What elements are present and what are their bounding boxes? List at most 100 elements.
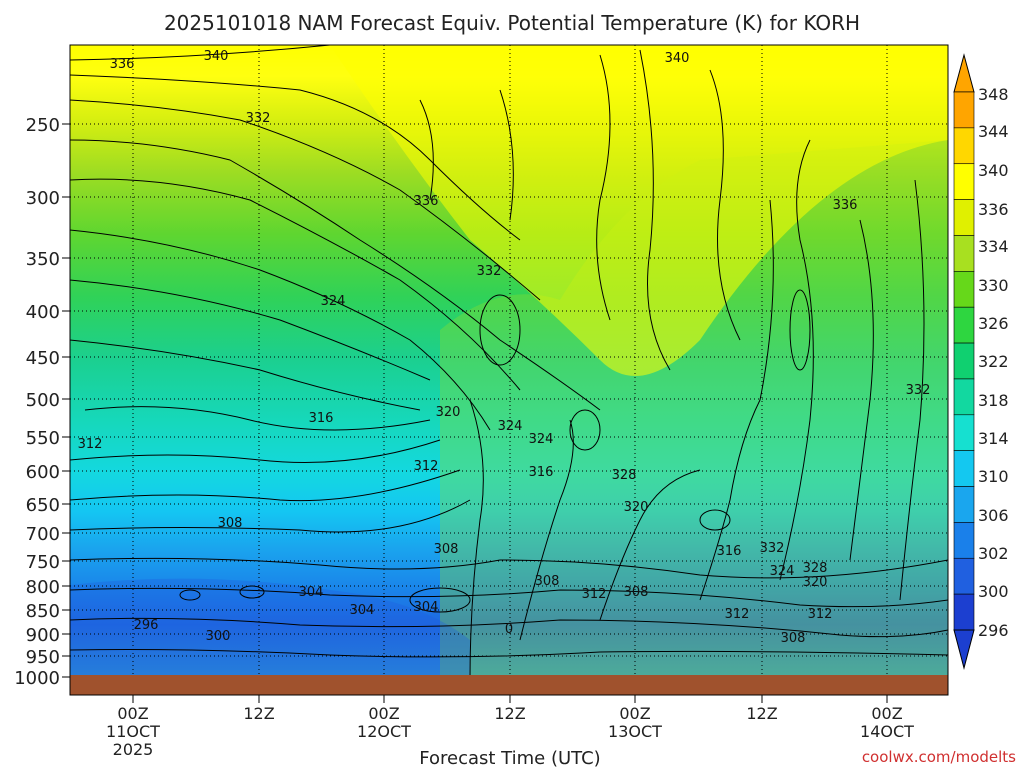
contour-label: 312: [78, 437, 103, 452]
x-tick-year: 2025: [113, 740, 154, 759]
contour-label: 324: [321, 294, 346, 309]
contour-label: 340: [665, 51, 690, 66]
contour-line: [599, 469, 701, 621]
colorbar-label: 296: [978, 621, 1009, 640]
colorbar-segment: [953, 235, 975, 272]
contour-label: 320: [436, 405, 461, 420]
contour-line: [479, 294, 521, 366]
contour-label: 308: [434, 542, 459, 557]
contour-line: [709, 69, 741, 341]
contour-label: 0: [505, 622, 513, 637]
colorbar-label: 300: [978, 582, 1009, 601]
contour-label: 308: [535, 574, 560, 589]
contour-line: [84, 406, 431, 431]
contour-line: [779, 139, 814, 581]
colorbar-label: 322: [978, 352, 1009, 371]
contour-label: 312: [582, 587, 607, 602]
y-tick-label: 700: [26, 524, 60, 545]
colorbar-bottom-arrow: [953, 629, 975, 670]
y-tick-label: 400: [26, 302, 60, 323]
contour-label: 340: [204, 49, 229, 64]
colorbar-segment: [953, 127, 975, 165]
contour-label: 312: [414, 459, 439, 474]
upper-yellow-region: [330, 45, 948, 376]
contour-label: 304: [414, 600, 439, 615]
contour-label: 332: [906, 383, 931, 398]
colorbar-label: 314: [978, 429, 1009, 448]
y-tick-label: 450: [26, 348, 60, 369]
colorbar-label: 302: [978, 544, 1009, 563]
warm-moist-region: [440, 140, 948, 675]
contour-line: [849, 219, 874, 561]
colorbar-top-arrow: [953, 53, 975, 93]
colorbar-segment: [953, 342, 975, 380]
contour-line: [569, 409, 601, 451]
colorbar: 348 344 340 336 334 330 326 322 318 314 310 306 302 3…: [953, 53, 1009, 670]
contour-line: [70, 649, 948, 658]
contour-line: [639, 49, 671, 371]
contour-line: [789, 289, 811, 371]
contour-line: [519, 419, 574, 641]
colorbar-label: 340: [978, 161, 1009, 180]
contour-line: [70, 45, 331, 61]
contour-line: [70, 99, 541, 301]
colorbar-label: 326: [978, 314, 1009, 333]
colorbar-segment: [953, 450, 975, 487]
colorbar-segment: [953, 593, 975, 631]
contour-lines: [70, 45, 948, 681]
x-tick-date: 13OCT: [608, 722, 662, 741]
y-tick-label: 300: [26, 188, 60, 209]
colorbar-segment: [953, 306, 975, 344]
contour-label: 312: [725, 607, 750, 622]
contour-line: [179, 589, 201, 601]
contour-labels: 340 336 340 332 336 336 332 324 332 316 320 324 324 3…: [78, 49, 931, 646]
contour-label: 324: [498, 419, 523, 434]
colorbar-label: 330: [978, 276, 1009, 295]
y-tick-label: 500: [26, 390, 60, 411]
colorbar-segment: [953, 557, 975, 595]
colorbar-segment: [953, 522, 975, 559]
contour-line: [899, 179, 925, 601]
colorbar-segment: [953, 486, 975, 523]
contour-label: 328: [612, 468, 637, 483]
contour-line: [409, 587, 471, 613]
contour-line: [469, 399, 484, 681]
plot-area: 340 336 340 332 336 336 332 324 332 316 320 324 324 3…: [70, 45, 948, 695]
contour-label: 312: [808, 607, 833, 622]
colorbar-segment: [953, 378, 975, 416]
contour-line: [70, 617, 948, 638]
chart-title: 2025101018 NAM Forecast Equiv. Potential…: [164, 11, 860, 35]
colorbar-label: 306: [978, 506, 1009, 525]
contour-label: 336: [833, 198, 858, 213]
credit-text: coolwx.com/modelts: [862, 748, 1016, 766]
x-tick-hour: 00Z: [117, 704, 148, 723]
contour-label: 332: [246, 111, 271, 126]
contour-label: 308: [218, 516, 243, 531]
colorbar-segment: [953, 199, 975, 236]
x-tick-hour: 12Z: [243, 704, 274, 723]
contour-line: [70, 139, 601, 411]
colorbar-label: 310: [978, 467, 1009, 486]
contour-line: [239, 585, 265, 599]
colorbar-segment: [953, 163, 975, 200]
x-tick-hour: 00Z: [871, 704, 902, 723]
contour-label: 316: [309, 411, 334, 426]
contour-line: [499, 89, 514, 221]
contour-line: [70, 74, 521, 241]
contour-label: 336: [414, 194, 439, 209]
grid-lines: [70, 45, 948, 675]
contour-label: 332: [760, 541, 785, 556]
colorbar-label: 348: [978, 85, 1009, 104]
contour-line: [70, 439, 441, 463]
colorbar-label: 318: [978, 391, 1009, 410]
y-tick-label: 850: [26, 601, 60, 622]
colorbar-segment: [953, 414, 975, 451]
y-tick-label: 600: [26, 462, 60, 483]
y-tick-label: 250: [26, 115, 60, 136]
contour-line: [699, 199, 774, 601]
y-tick-label: 800: [26, 577, 60, 598]
low-cool-region: [70, 578, 470, 675]
y-tick-label: 550: [26, 428, 60, 449]
